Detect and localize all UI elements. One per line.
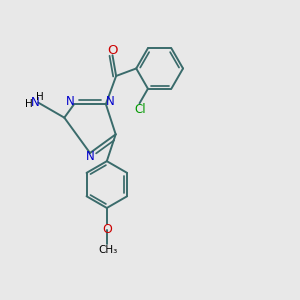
Text: N: N <box>66 95 75 108</box>
Text: H: H <box>26 99 33 109</box>
Text: CH₃: CH₃ <box>99 245 118 255</box>
Text: H: H <box>36 92 44 102</box>
Text: N: N <box>31 96 40 109</box>
Text: Cl: Cl <box>135 103 146 116</box>
Text: N: N <box>85 150 94 164</box>
Text: O: O <box>102 223 112 236</box>
Text: O: O <box>107 44 118 57</box>
Text: N: N <box>105 95 114 108</box>
